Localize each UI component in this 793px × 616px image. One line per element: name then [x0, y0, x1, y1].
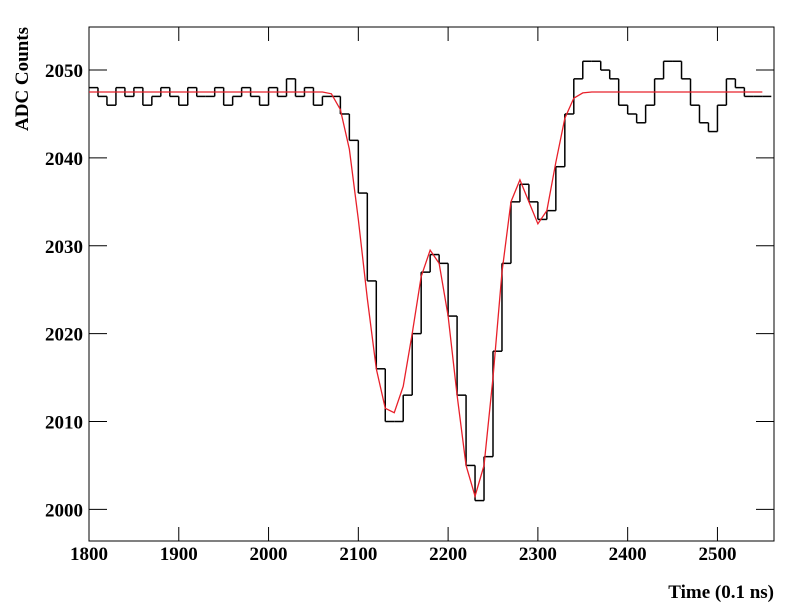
x-tick-label: 2100: [339, 544, 377, 565]
x-tick-label: 2500: [698, 544, 736, 565]
x-tick-label: 2400: [609, 544, 647, 565]
x-tick-label: 2200: [429, 544, 467, 565]
y-tick-label: 2050: [45, 61, 83, 82]
y-tick-label: 2020: [45, 325, 83, 346]
y-tick-label: 2000: [45, 500, 83, 521]
plot-frame: [88, 26, 775, 542]
x-tick-label: 2300: [519, 544, 557, 565]
x-tick-label: 2000: [250, 544, 288, 565]
y-axis-title: ADC Counts: [12, 27, 33, 131]
y-tick-label: 2030: [45, 237, 83, 258]
fit-curve: [89, 91, 763, 499]
y-tick-label: 2040: [45, 149, 83, 170]
x-tick-label: 1800: [70, 544, 108, 565]
x-tick-label: 1900: [160, 544, 198, 565]
x-axis-title: Time (0.1 ns): [668, 582, 774, 603]
y-tick-label: 2010: [45, 413, 83, 434]
